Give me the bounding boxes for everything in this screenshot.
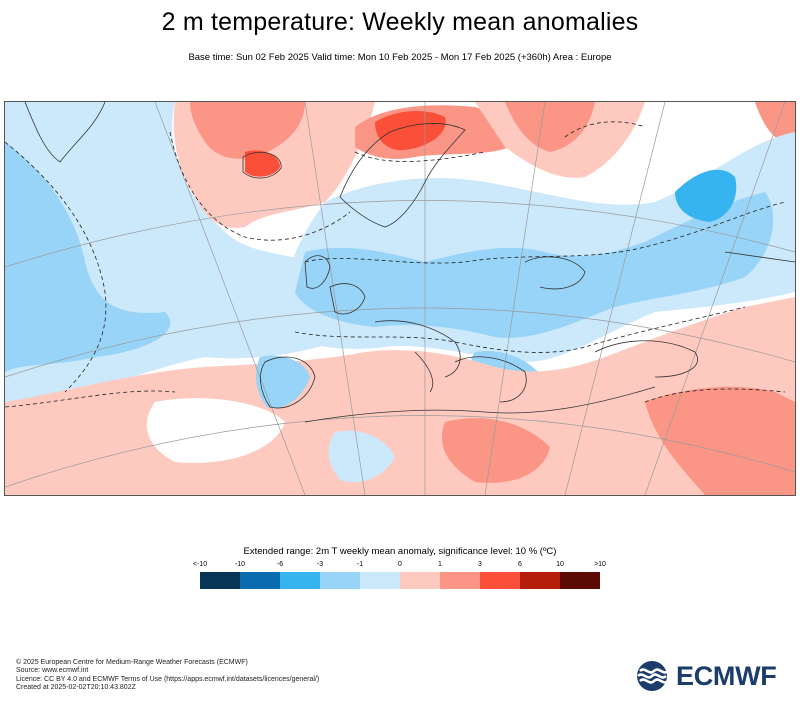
anomaly-fields (5, 102, 795, 495)
ecmwf-logo-icon (637, 661, 669, 691)
ecmwf-logo-text: ECMWF (676, 661, 777, 691)
legend-swatch (440, 572, 480, 589)
legend-tick: <-10 (192, 561, 208, 568)
significance-contours (5, 121, 786, 408)
anomaly-region-africa-cool (328, 430, 395, 483)
copyright-footer: © 2025 European Centre for Medium-Range … (16, 659, 319, 693)
legend-colorbar (200, 572, 600, 589)
legend-tick: -1 (356, 561, 364, 568)
legend-swatch (520, 572, 560, 589)
legend-swatch (480, 572, 520, 589)
legend-swatch (360, 572, 400, 589)
anomaly-region-greenland-warmer (190, 102, 305, 159)
anomaly-region-mideast-warmer (645, 386, 795, 495)
legend-tick: 0 (398, 561, 402, 568)
anomaly-region-iceland-warm (245, 150, 280, 177)
page-subtitle: Base time: Sun 02 Feb 2025 Valid time: M… (188, 52, 612, 63)
page-title: 2 m temperature: Weekly mean anomalies (161, 8, 639, 36)
footer-copyright: © 2025 European Centre for Medium-Range … (16, 659, 248, 666)
anomaly-region-atlantic-cooler (5, 142, 171, 372)
coastline-outlines (24, 102, 795, 423)
legend-ticks: <-10 -10 -6 -3 -1 0 1 3 6 10 >10 (0, 561, 800, 573)
footer-licence: Licence: CC BY 4.0 and ECMWF Terms of Us… (16, 675, 320, 683)
footer-source: Source: www.ecmwf.int (16, 667, 89, 675)
legend-tick: 10 (556, 561, 564, 568)
footer-created: Created at 2025-02-02T20:10:43.802Z (16, 684, 136, 692)
legend-title: Extended range: 2m T weekly mean anomaly… (243, 546, 557, 557)
anomaly-region-scandinavia-hot (375, 110, 446, 151)
anomaly-region-northeast-warm (755, 102, 795, 143)
legend-swatch (240, 572, 280, 589)
legend-swatch (320, 572, 360, 589)
legend-swatch (560, 572, 600, 589)
legend-tick: >10 (594, 561, 606, 568)
anomaly-map[interactable] (4, 101, 796, 496)
legend-tick: -10 (234, 561, 246, 568)
legend-swatch (400, 572, 440, 589)
anomaly-region-russia-coldest (675, 169, 737, 222)
legend-tick: -3 (316, 561, 324, 568)
legend-tick: 6 (518, 561, 522, 568)
anomaly-region-northafrica-warmer (441, 418, 550, 483)
anomaly-region-europe-colder (295, 192, 774, 338)
map-canvas (5, 102, 795, 495)
legend-swatch (200, 572, 240, 589)
anomaly-region-iberia-cold (255, 355, 310, 408)
legend-swatch (280, 572, 320, 589)
anomaly-region-atlantic-south-white (146, 398, 285, 463)
ecmwf-logo[interactable]: ECMWF (636, 660, 786, 692)
legend-tick: 1 (438, 561, 442, 568)
anomaly-region-barents-warmer (505, 102, 595, 152)
legend-tick: 3 (478, 561, 482, 568)
graticule-lines (5, 102, 795, 495)
legend-tick: -6 (276, 561, 284, 568)
